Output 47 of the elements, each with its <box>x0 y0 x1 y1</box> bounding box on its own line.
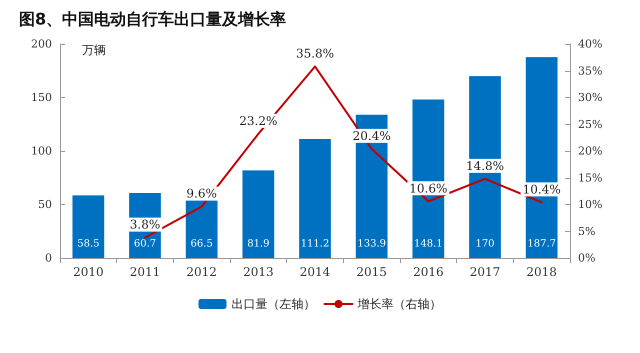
data-label: 148.1 <box>414 238 443 250</box>
chart-title: 图8、中国电动自行车出口量及增长率 <box>19 10 286 28</box>
y-tick-label: 50 <box>38 198 52 211</box>
y2-tick-label: 0% <box>578 252 596 264</box>
legend-label: 增长率（右轴） <box>356 297 442 311</box>
x-tick-label: 2017 <box>470 265 500 279</box>
data-label: 20.4% <box>352 128 391 143</box>
y2-tick-label: 20% <box>578 144 602 158</box>
x-tick-label: 2013 <box>243 265 274 279</box>
y-axis-title: 万辆 <box>82 43 106 57</box>
data-label: 66.5 <box>190 238 213 250</box>
y-tick-label: 0 <box>45 252 52 264</box>
x-tick-label: 2018 <box>526 265 557 279</box>
data-label: 81.9 <box>247 238 270 250</box>
data-label: 187.7 <box>527 238 556 250</box>
x-tick-label: 2016 <box>413 265 444 279</box>
y2-tick-label: 35% <box>578 64 602 78</box>
x-tick-label: 2015 <box>356 265 387 279</box>
bar <box>299 139 331 258</box>
y-tick-label: 100 <box>31 144 52 158</box>
data-label: 60.7 <box>134 238 156 250</box>
data-label: 23.2% <box>239 114 278 128</box>
data-label: 14.8% <box>466 158 504 173</box>
data-label: 10.4% <box>522 182 561 196</box>
y2-tick-label: 40% <box>578 38 602 50</box>
x-tick-label: 2011 <box>130 265 160 279</box>
y2-tick-label: 5% <box>578 224 596 238</box>
x-tick-label: 2014 <box>300 265 331 279</box>
data-label: 10.6% <box>409 181 448 196</box>
y-tick-label: 150 <box>31 91 52 104</box>
legend-label: 出口量（左轴） <box>232 297 316 311</box>
data-label: 58.5 <box>77 238 100 250</box>
x-tick-label: 2010 <box>73 265 104 279</box>
y2-tick-label: 30% <box>578 91 602 104</box>
y2-tick-label: 10% <box>578 198 602 211</box>
data-label: 170 <box>475 238 495 250</box>
data-label: 9.6% <box>186 186 217 201</box>
bar <box>72 195 104 258</box>
data-label: 35.8% <box>296 46 334 60</box>
y2-tick-label: 15% <box>578 171 602 184</box>
y-tick-label: 200 <box>31 38 52 50</box>
bar <box>242 170 274 258</box>
data-label: 133.9 <box>357 238 386 250</box>
y2-tick-label: 25% <box>578 118 602 131</box>
x-tick-label: 2012 <box>186 265 217 279</box>
data-label: 111.2 <box>300 238 330 250</box>
data-label: 3.8% <box>130 218 160 232</box>
